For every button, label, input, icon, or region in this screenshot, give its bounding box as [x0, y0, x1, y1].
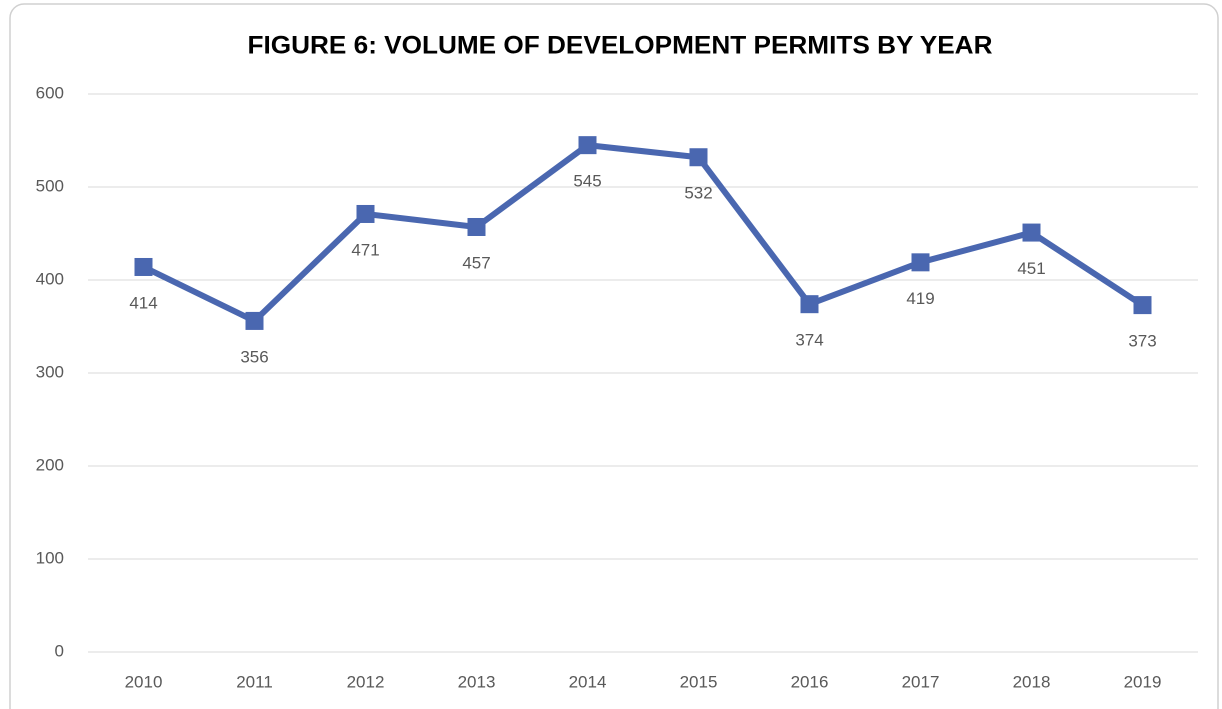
x-tick-label: 2019: [1124, 672, 1162, 691]
data-label: 414: [129, 293, 157, 312]
x-tick-label: 2016: [791, 672, 829, 691]
point-marker: [1022, 223, 1041, 242]
x-tick-label: 2014: [569, 672, 607, 691]
x-tick-label: 2018: [1013, 672, 1051, 691]
data-label: 451: [1017, 259, 1045, 278]
point-marker: [467, 217, 486, 236]
data-label: 356: [240, 347, 268, 366]
data-label: 545: [573, 172, 601, 191]
point-marker: [1133, 296, 1152, 315]
y-tick-label: 200: [36, 455, 64, 474]
point-marker: [911, 253, 930, 272]
data-label: 457: [462, 253, 490, 272]
point-marker: [578, 136, 597, 155]
data-label: 373: [1128, 332, 1156, 351]
y-tick-label: 500: [36, 176, 64, 195]
y-tick-label: 0: [55, 641, 64, 660]
point-marker: [356, 204, 375, 223]
x-tick-label: 2012: [347, 672, 385, 691]
point-marker: [134, 257, 153, 276]
x-tick-label: 2015: [680, 672, 718, 691]
series-line: [142, 142, 1145, 324]
y-tick-label: 400: [36, 269, 64, 288]
point-marker: [800, 295, 819, 314]
data-label: 374: [795, 331, 823, 350]
point-marker: [245, 311, 264, 330]
chart-title: FIGURE 6: VOLUME OF DEVELOPMENT PERMITS …: [248, 32, 993, 60]
x-tick-label: 2017: [902, 672, 940, 691]
data-label: 419: [906, 289, 934, 308]
y-tick-label: 100: [36, 548, 64, 567]
y-tick-label: 300: [36, 362, 64, 381]
data-label: 471: [351, 240, 379, 259]
point-marker: [689, 148, 708, 167]
x-tick-label: 2013: [458, 672, 496, 691]
x-tick-label: 2011: [236, 672, 273, 691]
y-tick-label: 600: [36, 83, 64, 102]
x-tick-label: 2010: [125, 672, 163, 691]
data-label: 532: [684, 184, 712, 203]
chart-border: [9, 3, 1219, 709]
